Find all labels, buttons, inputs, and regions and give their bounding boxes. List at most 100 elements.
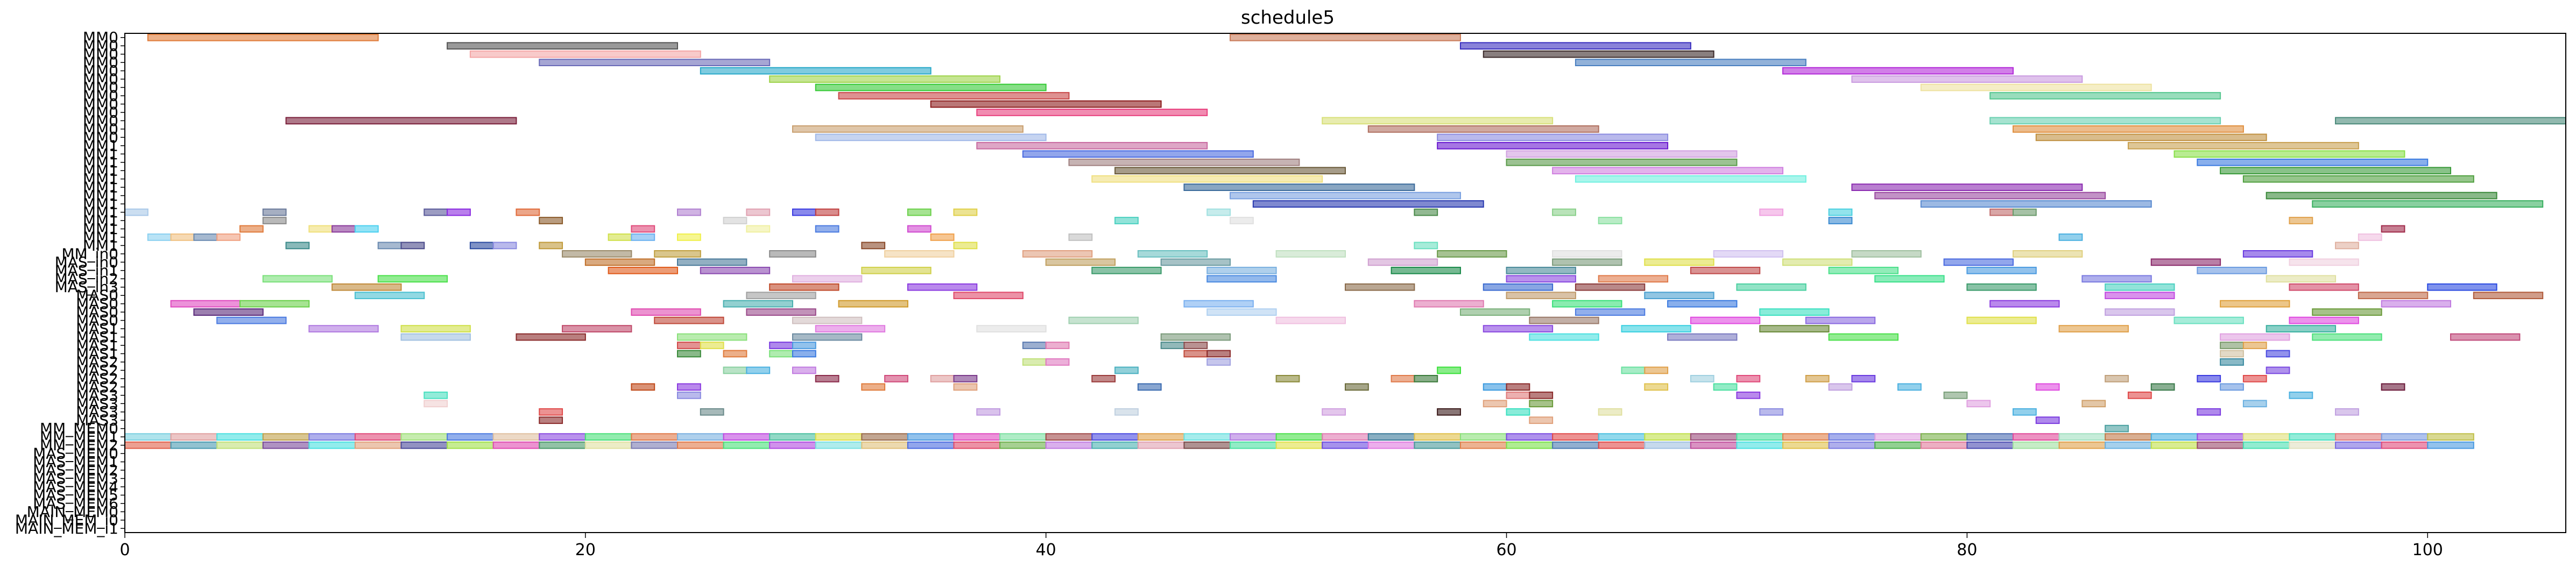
- task-bar: [884, 250, 955, 258]
- chart-title: schedule5: [1241, 7, 1335, 29]
- task-bar: [746, 208, 771, 216]
- task-bar: [999, 441, 1047, 449]
- task-bar: [999, 433, 1047, 441]
- task-bar: [539, 433, 586, 441]
- task-bar: [723, 441, 771, 449]
- x-tick-label: 0: [119, 541, 130, 559]
- task-bar: [677, 333, 747, 341]
- task-bar: [308, 325, 379, 332]
- task-bar: [1345, 383, 1369, 391]
- task-bar: [1828, 333, 1899, 341]
- task-bar: [1022, 358, 1047, 366]
- task-bar: [1759, 325, 1830, 332]
- task-bar: [769, 342, 793, 349]
- y-tick-label: MM0: [83, 37, 118, 55]
- task-bar: [1506, 275, 1576, 283]
- task-bar: [2105, 441, 2152, 449]
- task-bar: [907, 283, 978, 291]
- task-bar: [861, 383, 886, 391]
- task-bar: [930, 374, 955, 382]
- task-bar: [1552, 441, 1599, 449]
- y-tick-label: MM0: [83, 129, 118, 146]
- task-bar: [2150, 441, 2198, 449]
- y-tick-label: MAIN_MEM_i1: [15, 520, 118, 537]
- task-bar: [1690, 374, 1714, 382]
- task-bar: [654, 250, 701, 258]
- task-bar: [769, 283, 839, 291]
- task-bar: [2335, 117, 2567, 125]
- task-bar: [1367, 258, 1438, 266]
- task-bar: [1621, 366, 1646, 374]
- y-tick-label: MAS_in2: [55, 270, 118, 288]
- task-bar: [677, 391, 701, 399]
- task-bar: [2035, 416, 2060, 424]
- task-bar: [2266, 192, 2497, 200]
- task-bar: [1713, 250, 1784, 258]
- task-bar: [1252, 200, 1484, 208]
- task-bar: [400, 325, 471, 332]
- x-tick-label: 100: [2412, 541, 2443, 559]
- y-tick-label: MM0: [83, 29, 118, 46]
- task-bar: [677, 441, 724, 449]
- task-bar: [562, 250, 632, 258]
- task-bar: [2242, 342, 2267, 349]
- y-tick-label: MM0: [83, 62, 118, 80]
- task-bar: [2105, 283, 2175, 291]
- task-bar: [1851, 75, 2083, 83]
- task-bar: [1874, 192, 2106, 200]
- task-bar: [239, 225, 264, 233]
- y-tick-label: MAS3: [76, 412, 118, 429]
- task-bar: [447, 441, 494, 449]
- task-bar: [1920, 200, 2152, 208]
- y-tick-label: MM1: [83, 237, 118, 254]
- task-bar: [2197, 266, 2267, 274]
- task-bar: [1137, 250, 1208, 258]
- y-tick-label: MAS0: [76, 311, 118, 329]
- task-bar: [2012, 433, 2060, 441]
- task-bar: [1621, 325, 1691, 332]
- y-tick-label: MM0: [83, 87, 118, 105]
- task-bar: [2427, 441, 2474, 449]
- task-bar: [1575, 283, 1646, 291]
- task-bar: [1989, 92, 2221, 100]
- task-bar: [193, 308, 264, 316]
- task-bar: [2381, 383, 2405, 391]
- task-bar: [124, 441, 172, 449]
- y-tick-label: MAIN_MEM0: [27, 503, 118, 521]
- task-bar: [124, 208, 149, 216]
- task-bar: [331, 225, 356, 233]
- task-bar: [907, 225, 931, 233]
- task-bar: [1851, 250, 1922, 258]
- task-bar: [2220, 358, 2244, 366]
- y-tick-label: MAS0: [76, 303, 118, 321]
- task-bar: [746, 225, 771, 233]
- task-bar: [2197, 441, 2244, 449]
- task-bar: [746, 366, 771, 374]
- task-bar: [308, 433, 356, 441]
- task-bar: [262, 217, 287, 224]
- task-bar: [2105, 424, 2129, 433]
- task-bar: [815, 225, 839, 233]
- task-bar: [792, 316, 863, 324]
- task-bar: [1529, 416, 1554, 424]
- y-tick-label: MM0: [83, 120, 118, 138]
- task-bar: [723, 350, 747, 358]
- y-tick-label: MAS_MEM5: [33, 486, 118, 504]
- task-bar: [584, 433, 632, 441]
- task-bar: [1391, 374, 1415, 382]
- task-bar: [400, 433, 448, 441]
- task-bar: [2035, 133, 2267, 141]
- task-bar: [1506, 441, 1554, 449]
- task-bar: [631, 433, 679, 441]
- task-bar: [1644, 258, 1714, 266]
- task-bar: [424, 208, 448, 216]
- task-bar: [2220, 383, 2244, 391]
- task-bar: [976, 109, 1208, 116]
- task-bar: [1275, 316, 1346, 324]
- task-bar: [1529, 333, 1599, 341]
- task-bar: [1851, 374, 1876, 382]
- task-bar: [769, 441, 816, 449]
- y-tick-label: MAS_MEM6: [33, 494, 118, 512]
- task-bar: [1506, 266, 1576, 274]
- y-tick-label: MAS_in1: [55, 261, 118, 279]
